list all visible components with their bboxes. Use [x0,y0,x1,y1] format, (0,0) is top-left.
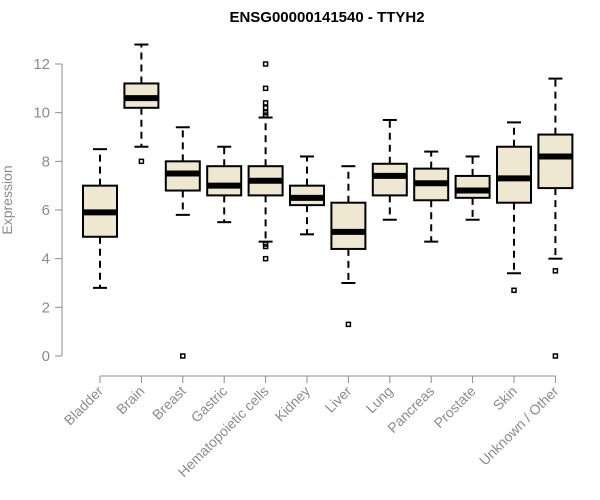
iqr-box [330,201,367,250]
x-tick-label-breast: Breast [149,383,189,423]
x-tick-label-kidney: Kidney [272,383,314,425]
box-unknown-other [537,77,574,359]
outlier-point [552,353,559,359]
y-axis-label: Expression [0,165,15,234]
iqr-box [496,145,532,204]
outlier-point [262,105,269,111]
x-tick-label-skin: Skin [490,383,521,414]
outlier-point [262,243,269,250]
chart-title: ENSG00000141540 - TTYH2 [229,9,424,26]
y-axis: 0 2 4 6 8 10 12 [33,56,63,365]
x-tick-label-prostate: Prostate [431,383,479,431]
box-bladder [82,148,118,289]
outlier-point [180,353,186,359]
y-tick-label: 10 [33,105,50,122]
box-pancreas [413,150,450,243]
outlier-point [262,61,269,67]
outlier-point [552,268,559,274]
outlier-point [345,321,352,328]
box-prostate [454,155,491,221]
y-tick-label: 4 [42,251,50,268]
outlier-point [262,255,269,262]
y-tick-label: 2 [42,299,50,316]
iqr-box [454,174,491,199]
x-tick-label-lung: Lung [363,383,396,416]
outlier-point [138,158,145,165]
x-tick-label-unknown-other: Unknown / Other [476,383,562,469]
outlier-point [262,85,269,92]
box-gastric [206,145,243,224]
box-liver [330,165,367,328]
iqr-box [206,165,243,197]
box-lung [371,118,408,221]
x-tick-label-brain: Brain [113,383,147,417]
boxes-group [82,43,574,359]
iqr-box [537,133,574,190]
box-brain [123,43,160,165]
iqr-box [371,162,408,197]
y-tick-label: 8 [42,153,50,170]
outlier-point [262,100,269,106]
box-kidney [289,155,325,236]
box-skin [496,121,532,294]
box-breast [164,126,201,359]
outlier-point [262,112,269,118]
y-tick-label: 6 [42,202,50,219]
y-tick-label: 12 [33,56,50,73]
x-tick-label-liver: Liver [322,383,355,416]
box-hematopoietic-cells [247,61,284,262]
outlier-point [511,287,517,294]
x-tick-label-bladder: Bladder [61,383,107,429]
y-tick-label: 0 [42,348,50,365]
